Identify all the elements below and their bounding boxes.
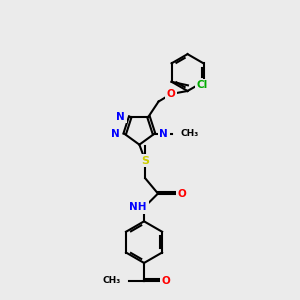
Text: O: O	[161, 276, 170, 286]
Text: S: S	[141, 156, 149, 166]
Text: CH₃: CH₃	[102, 276, 121, 285]
Text: CH₃: CH₃	[180, 130, 198, 139]
Text: N: N	[116, 112, 125, 122]
Text: NH: NH	[129, 202, 147, 212]
Text: Cl: Cl	[196, 80, 208, 90]
Text: O: O	[167, 89, 176, 99]
Text: O: O	[178, 188, 187, 199]
Text: N: N	[159, 129, 168, 139]
Text: N: N	[111, 129, 119, 139]
